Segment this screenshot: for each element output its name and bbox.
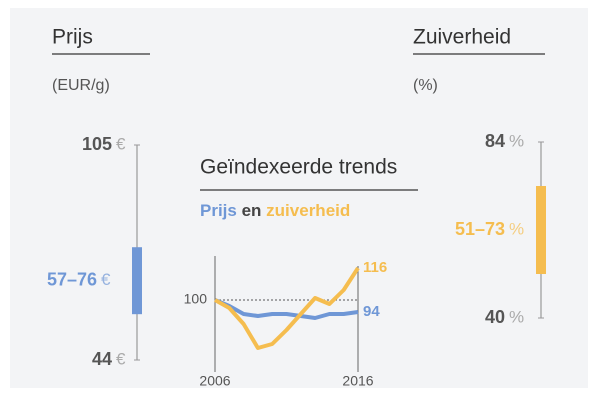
- price-title: Prijs: [52, 26, 93, 49]
- series-line: [214, 298, 359, 320]
- tick-unit: %: [509, 307, 524, 326]
- purity-subtitle: (%): [413, 77, 438, 94]
- legend-entry: Prijs: [200, 201, 237, 220]
- range-label: 51–73: [455, 219, 505, 239]
- range-bar: [132, 247, 142, 315]
- trend-title: Geïndexeerde trends: [200, 156, 397, 179]
- range-label: 57–76: [47, 269, 97, 289]
- x-tick-label: 2016: [342, 373, 373, 389]
- tick-label: 44: [92, 349, 112, 369]
- tick-unit: €: [116, 134, 126, 153]
- legend-joiner: en: [242, 201, 262, 220]
- tick-unit: €: [116, 349, 126, 368]
- legend-entry: zuiverheid: [266, 201, 350, 220]
- tick-unit: %: [509, 131, 524, 150]
- range-bar: [536, 186, 546, 274]
- end-label: 116: [363, 259, 387, 276]
- range-unit: €: [101, 270, 111, 289]
- tick-label: 105: [82, 134, 112, 154]
- trend-legend: Prijs en zuiverheid: [200, 201, 350, 220]
- purity-title: Zuiverheid: [413, 26, 511, 49]
- tick-label: 84: [485, 131, 505, 151]
- background: [10, 8, 588, 388]
- x-tick-label: 2006: [199, 373, 230, 389]
- price-subtitle: (EUR/g): [52, 77, 110, 94]
- tick-label: 40: [485, 307, 505, 327]
- y-tick-label: 100: [184, 291, 208, 307]
- range-unit: %: [509, 219, 524, 238]
- series-line: [214, 266, 360, 350]
- end-label: 94: [363, 303, 380, 320]
